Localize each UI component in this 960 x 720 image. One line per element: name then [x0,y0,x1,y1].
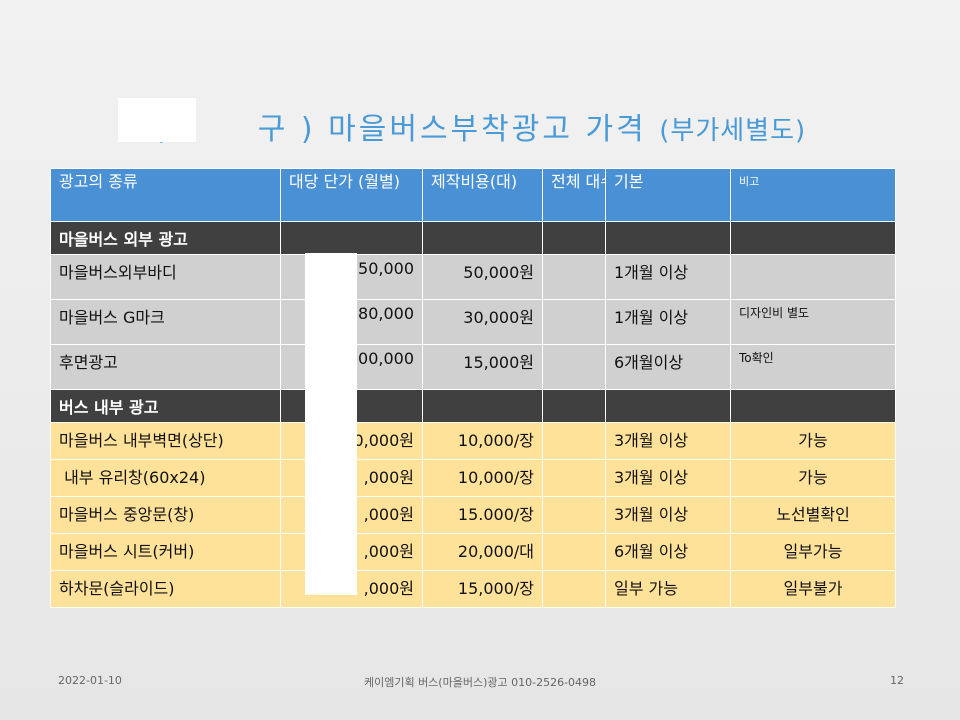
cell-remarks: 노선별확인 [730,496,896,534]
header-ad-type: 광고의 종류 [50,168,281,222]
title-vat-note: (부가세별도) [659,116,807,146]
cell-basic: 3개월 이상 [605,459,731,497]
table-row: 마을버스 내부벽면(상단) 0,000원 10,000/장 3개월 이상 가능 [50,422,896,460]
cell-basic: 3개월 이상 [605,496,731,534]
table-row: 마을버스외부바디 50,000 50,000원 1개월 이상 [50,254,896,300]
cell-basic: 3개월 이상 [605,422,731,460]
header-row: 광고의 종류 대당 단가 (월별) 제작비용(대) 전체 대수 기본 비고 [50,168,896,222]
section-row: 버스 내부 광고 [50,389,896,423]
cell-ad-type: 후면광고 [50,344,281,390]
title-main: 구 ) 마을버스부착광고 가격 [257,112,647,147]
cell-ad-type: 마을버스 중앙문(창) [50,496,281,534]
footer-page-number: 12 [890,674,904,687]
cell-total-count [542,533,606,571]
cell-total-count [542,570,606,608]
header-basic: 기본 [605,168,731,222]
cell-production-cost: 15,000원 [422,344,543,390]
cell-remarks: 가능 [730,459,896,497]
cell-basic: 6개월이상 [605,344,731,390]
header-unit-price: 대당 단가 (월별) [280,168,423,222]
cell-production-cost: 20,000/대 [422,533,543,571]
cell-production-cost: 10,000/장 [422,422,543,460]
cell-ad-type: 마을버스 내부벽면(상단) [50,422,281,460]
cell-production-cost: 15.000/장 [422,496,543,534]
cell-total-count [542,254,606,300]
cell-remarks: 일부가능 [730,533,896,571]
cell-remarks: 디자인비 별도 [730,299,896,345]
price-table: 광고의 종류 대당 단가 (월별) 제작비용(대) 전체 대수 기본 비고 마을… [50,168,896,608]
cell-total-count [542,422,606,460]
cell-production-cost: 10,000/장 [422,459,543,497]
cell-basic: 1개월 이상 [605,254,731,300]
cell-remarks: 가능 [730,422,896,460]
cell-total-count [542,299,606,345]
table-row: 마을버스 중앙문(창) ,000원 15.000/장 3개월 이상 노선별확인 [50,496,896,534]
table-row: 내부 유리창(60x24) ,000원 10,000/장 3개월 이상 가능 [50,459,896,497]
cell-production-cost: 30,000원 [422,299,543,345]
footer-company-contact: 케이엠기획 버스(마을버스)광고 010-2526-0498 [363,676,597,689]
cell-remarks: To확인 [730,344,896,390]
cell-ad-type: 마을버스 G마크 [50,299,281,345]
cell-production-cost: 15,000/장 [422,570,543,608]
section-label: 마을버스 외부 광고 [50,221,281,255]
table-row: 마을버스 시트(커버) ,000원 20,000/대 6개월 이상 일부가능 [50,533,896,571]
cell-total-count [542,459,606,497]
header-total-count: 전체 대수 [542,168,606,222]
header-remarks: 비고 [730,168,896,222]
table-row: 마을버스 G마크 80,000 30,000원 1개월 이상 디자인비 별도 [50,299,896,345]
section-label: 버스 내부 광고 [50,389,281,423]
table-row: 후면광고 00,000 15,000원 6개월이상 To확인 [50,344,896,390]
cell-ad-type: 하차문(슬라이드) [50,570,281,608]
cell-production-cost: 50,000원 [422,254,543,300]
cell-ad-type: 마을버스 시트(커버) [50,533,281,571]
slide-title: (구 ) 마을버스부착광고 가격 (부가세별도) [0,104,960,148]
cell-basic: 일부 가능 [605,570,731,608]
cell-basic: 1개월 이상 [605,299,731,345]
table-row: 하차문(슬라이드) ,000원 15,000/장 일부 가능 일부불가 [50,570,896,608]
cell-ad-type: 마을버스외부바디 [50,254,281,300]
cell-ad-type: 내부 유리창(60x24) [50,459,281,497]
cell-remarks [730,254,896,300]
redaction-box [305,253,357,595]
cell-total-count [542,496,606,534]
redaction-box [118,98,196,142]
cell-total-count [542,344,606,390]
cell-basic: 6개월 이상 [605,533,731,571]
header-production-cost: 제작비용(대) [422,168,543,222]
section-row: 마을버스 외부 광고 [50,221,896,255]
footer-date: 2022-01-10 [58,674,122,687]
cell-remarks: 일부불가 [730,570,896,608]
